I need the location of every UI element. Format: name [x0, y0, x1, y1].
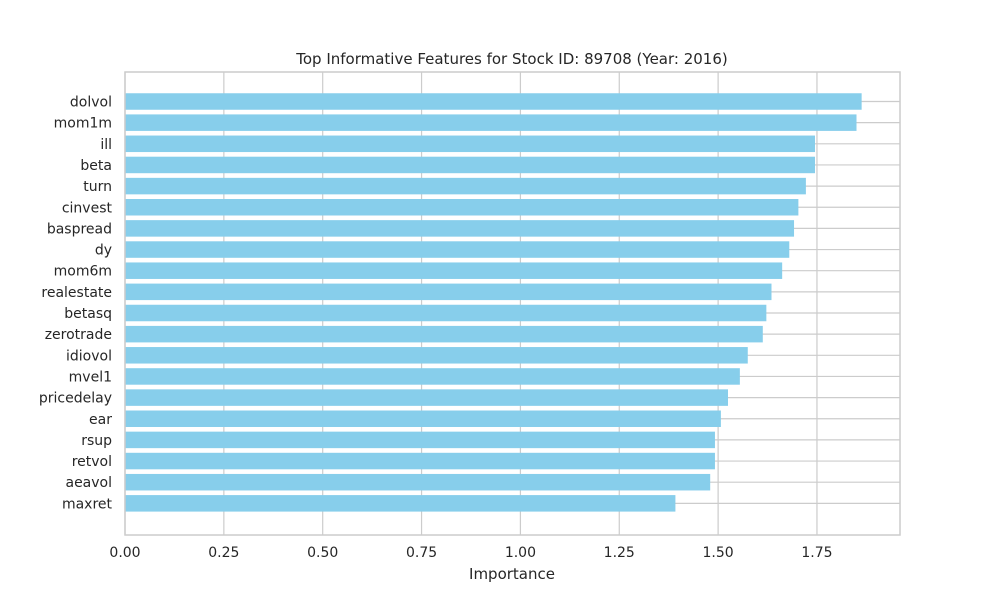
bar-mom6m	[125, 262, 783, 279]
y-tick-label: pricedelay	[39, 391, 112, 407]
bar-pricedelay	[125, 389, 728, 406]
y-tick-label: dolvol	[70, 95, 112, 111]
plot-frame	[124, 71, 901, 536]
y-tick-label: idiovol	[66, 348, 112, 364]
bar-zerotrade	[125, 325, 763, 343]
x-axis-label: Importance	[469, 565, 555, 583]
bar-baspread	[125, 220, 795, 237]
chart-title: Top Informative Features for Stock ID: 8…	[295, 50, 728, 68]
y-tick-label: beta	[80, 158, 112, 174]
bar-cinvest	[125, 199, 799, 216]
y-tick-label: mom6m	[54, 264, 112, 280]
bar-turn	[125, 177, 806, 195]
bar-ill	[125, 135, 815, 153]
y-tick-label: retvol	[72, 454, 112, 470]
y-tick-label: ear	[89, 412, 112, 428]
x-tick-label: 0.50	[307, 545, 338, 561]
bar-dolvol	[125, 93, 862, 110]
x-tick-label: 1.75	[801, 545, 832, 561]
y-tick-label: betasq	[64, 306, 112, 322]
x-tick-label: 0.75	[406, 545, 437, 561]
bars	[125, 93, 862, 512]
bar-idiovol	[125, 347, 748, 364]
x-tick-label: 1.50	[703, 545, 734, 561]
bar-maxret	[125, 495, 676, 512]
bar-dy	[125, 241, 790, 258]
y-tick-label: cinvest	[62, 200, 113, 216]
x-tick-labels: 0.00 0.25 0.50 0.75 1.00 1.25 1.50 1.75	[109, 545, 832, 561]
y-tick-label: turn	[83, 179, 112, 195]
x-tick-label: 0.25	[208, 545, 239, 561]
y-tick-label: mvel1	[69, 369, 112, 385]
y-tick-label: ill	[100, 137, 112, 153]
y-tick-label: zerotrade	[45, 327, 112, 343]
x-tick-label: 1.25	[604, 545, 635, 561]
bar-beta	[125, 156, 815, 174]
y-tick-label: realestate	[41, 285, 112, 301]
y-tick-label: maxret	[62, 496, 113, 512]
y-tick-labels: dolvol mom1m ill beta turn cinvest baspread dy m…	[39, 95, 113, 513]
y-tick-label: mom1m	[54, 116, 112, 132]
y-tick-label: baspread	[47, 221, 112, 237]
bar-mvel1	[125, 368, 740, 385]
bar-betasq	[125, 304, 767, 322]
y-tick-label: dy	[95, 243, 112, 259]
bar-mom1m	[125, 114, 857, 131]
x-tick-label: 0.00	[109, 545, 140, 561]
bar-rsup	[125, 431, 715, 449]
y-tick-label: aeavol	[65, 475, 112, 491]
bar-aeavol	[125, 473, 711, 491]
y-tick-label: rsup	[81, 433, 112, 449]
bar-retvol	[125, 452, 715, 470]
bar-ear	[125, 410, 721, 427]
bar-realestate	[125, 283, 772, 301]
x-tick-label: 1.00	[505, 545, 536, 561]
